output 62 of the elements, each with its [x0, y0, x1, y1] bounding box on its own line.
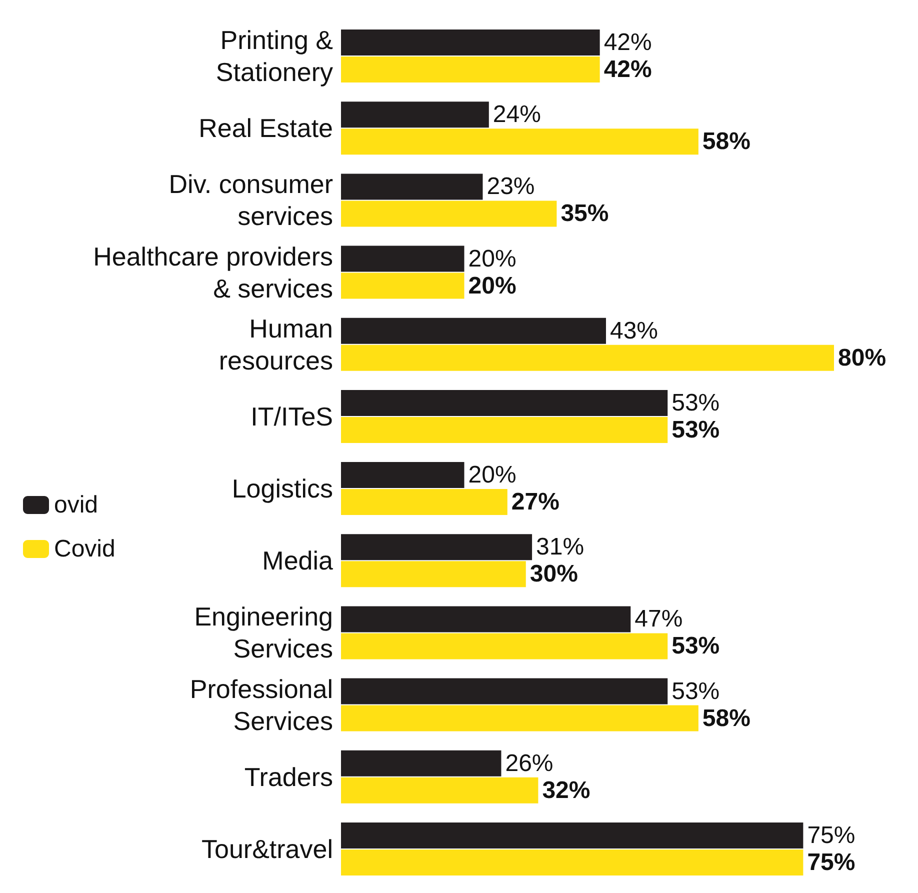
data-label: 23% — [486, 173, 535, 200]
bar — [341, 534, 532, 560]
data-label: 58% — [702, 704, 750, 732]
legend-label: Covid — [54, 536, 116, 562]
y-tick-label: Real Estate — [198, 113, 333, 144]
y-tick-label: IT/ITeS — [250, 401, 333, 432]
bar — [341, 822, 804, 848]
y-tick-label: Healthcare providers & services — [93, 241, 333, 304]
data-label: 47% — [634, 606, 683, 633]
data-label: 30% — [530, 560, 578, 588]
y-tick-label: Printing & Stationery — [216, 25, 333, 88]
bar — [341, 462, 464, 488]
bar — [341, 174, 483, 200]
bar — [341, 246, 464, 272]
data-label: 42% — [604, 56, 652, 84]
bar — [341, 705, 698, 732]
bar — [341, 678, 668, 704]
bar — [341, 30, 600, 56]
data-label: 42% — [604, 29, 652, 56]
data-label: 43% — [610, 317, 658, 344]
data-label: 53% — [672, 632, 720, 660]
data-label: 27% — [511, 488, 560, 516]
data-label: 20% — [468, 245, 516, 272]
bar — [341, 200, 557, 227]
bar — [341, 750, 502, 776]
y-tick-label: Tour&travel — [202, 834, 333, 864]
y-tick-label: Human resources — [218, 313, 333, 376]
bar — [341, 633, 668, 660]
bar — [341, 849, 804, 876]
bar — [341, 272, 464, 299]
y-tick-label: Media — [262, 546, 334, 576]
data-label: 35% — [560, 200, 609, 228]
data-label: 20% — [468, 462, 516, 489]
bar — [341, 416, 668, 443]
bar — [341, 561, 526, 588]
legend-label: ovid — [54, 492, 98, 518]
data-label: 31% — [536, 534, 584, 561]
bar — [341, 318, 606, 344]
bar — [341, 390, 668, 416]
bar — [341, 344, 834, 371]
bar — [341, 56, 600, 83]
data-label: 80% — [838, 344, 886, 372]
bar — [341, 606, 631, 632]
y-tick-label: Logistics — [232, 474, 333, 504]
data-label: 24% — [492, 101, 541, 128]
data-label: 53% — [672, 416, 720, 444]
bar — [341, 489, 508, 516]
data-label: 75% — [807, 848, 856, 876]
data-label: 20% — [468, 272, 516, 300]
data-label: 26% — [505, 750, 554, 777]
data-label: 53% — [672, 389, 720, 416]
bar — [341, 128, 698, 155]
y-tick-label: Professional Services — [190, 674, 333, 736]
bar — [341, 102, 489, 128]
y-tick-label: Traders — [244, 762, 333, 792]
data-label: 32% — [542, 776, 590, 804]
bar — [341, 777, 538, 804]
y-tick-label: Div. consumer services — [168, 169, 334, 232]
data-label: 75% — [807, 822, 856, 849]
y-tick-label: Engineering Services — [194, 602, 333, 664]
data-label: 58% — [702, 128, 750, 156]
data-label: 53% — [672, 678, 720, 705]
